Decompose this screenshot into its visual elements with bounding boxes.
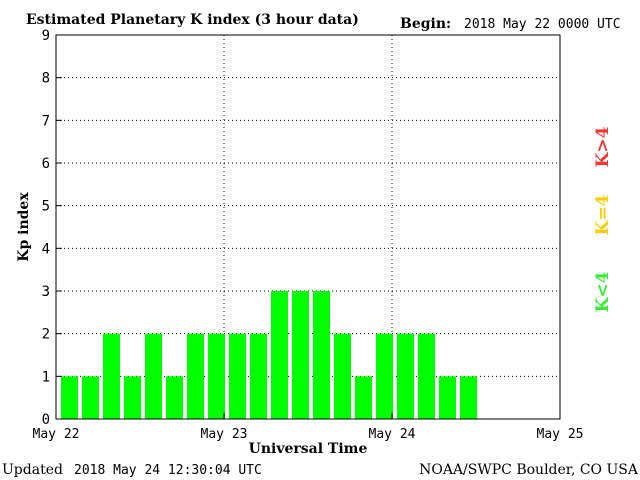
x-tick-label: May 25 [537,427,584,442]
x-axis-label: Universal Time [249,441,368,457]
y-tick-label: 0 [42,412,50,428]
kp-bar [334,333,351,419]
y-tick-label: 6 [42,156,50,172]
kp-bar [397,333,414,419]
x-tick-label: May 23 [201,427,248,442]
legend-k-equal-4: K=4 [593,194,613,235]
kp-bar [250,333,267,419]
kp-bar [103,333,120,419]
kp-bar [61,376,78,419]
kp-bar [376,333,393,419]
kp-bar [124,376,141,419]
plot-frame [55,34,561,420]
y-tick-label: 1 [42,369,50,385]
y-tick-label: 8 [42,71,50,87]
x-tick-labels: May 22 May 23 May 24 May 25 [33,413,584,442]
y-tick-label: 2 [42,327,50,343]
kp-bar [439,376,456,419]
x-tick-label: May 22 [33,427,80,442]
kp-bar [145,333,162,419]
x-tick-label: May 24 [369,427,416,442]
y-tick-label: 4 [42,241,50,257]
chart-title: Estimated Planetary K index (3 hour data… [26,12,359,28]
kp-bar [229,333,246,419]
kp-bar [355,376,372,419]
legend: K<4 K=4 K>4 [593,126,613,312]
updated-value: 2018 May 24 12:30:04 UTC [74,463,262,478]
begin-value: 2018 May 22 0000 UTC [464,17,621,32]
kp-bar [82,376,99,419]
kp-bar [418,333,435,419]
kp-bar [187,333,204,419]
updated-label: Updated [2,462,63,478]
begin-label: Begin: [400,16,451,32]
kp-bar [292,291,309,419]
source-credit: NOAA/SWPC Boulder, CO USA [419,462,639,478]
y-tick-label: 3 [42,284,50,300]
y-tick-label: 5 [42,199,50,215]
y-axis-label: Kp index [16,192,32,262]
kp-bar [271,291,288,419]
y-tick-label: 7 [42,113,50,129]
legend-k-greater-4: K>4 [593,126,613,167]
y-tick-label: 9 [42,28,50,44]
y-tick-labels: 0 1 2 3 4 5 6 7 8 9 [42,28,62,428]
legend-k-less-4: K<4 [593,271,613,312]
kp-bar [460,376,477,419]
bars [61,291,477,419]
kp-bar [166,376,183,419]
kp-bar [313,291,330,419]
kp-bar [208,333,225,419]
